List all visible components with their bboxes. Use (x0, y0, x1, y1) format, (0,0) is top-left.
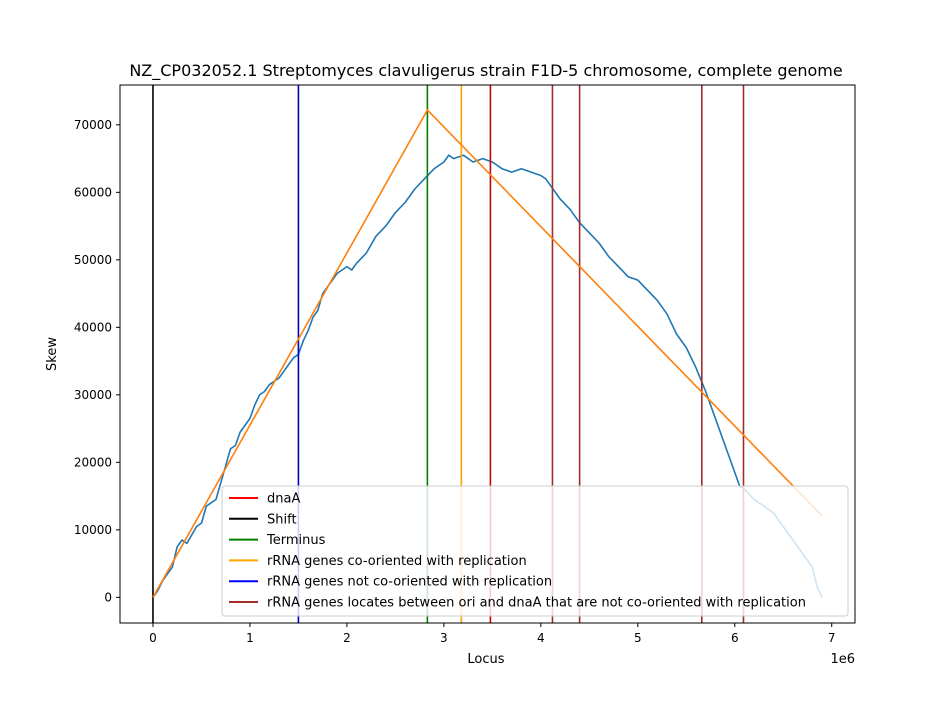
plot-frame (119, 84, 856, 624)
y-tick-label: 60000 (74, 185, 112, 199)
x-tick-label: 7 (828, 631, 836, 645)
x-tick-label: 1 (246, 631, 254, 645)
legend-label: Terminus (266, 533, 326, 548)
y-tick-label: 30000 (74, 388, 112, 402)
x-tick-label: 4 (537, 631, 545, 645)
legend-label: dnaA (267, 492, 300, 507)
x-axis-label: Locus (467, 652, 504, 667)
y-axis-label: Skew (45, 337, 60, 371)
x-tick-label: 2 (343, 631, 351, 645)
chart-title: NZ_CP032052.1 Streptomyces clavuligerus … (129, 61, 842, 81)
legend-label: rRNA genes not co-oriented with replicat… (267, 575, 552, 590)
x-axis-offset-label: 1e6 (830, 652, 855, 667)
y-tick-label: 40000 (74, 320, 112, 334)
x-tick-label: 3 (440, 631, 448, 645)
legend-label: Shift (267, 512, 297, 527)
x-tick-label: 6 (731, 631, 739, 645)
legend-box (221, 485, 849, 617)
y-tick-label: 0 (104, 590, 112, 604)
legend: dnaA Shift Terminus rRNA genes co-oriented … (221, 485, 849, 617)
skew-series-line (152, 154, 823, 598)
y-tick-label: 10000 (74, 523, 112, 537)
trend-series-line (152, 108, 823, 598)
x-tick-label: 0 (149, 631, 157, 645)
y-tick-label: 20000 (74, 455, 112, 469)
x-tick-label: 5 (634, 631, 642, 645)
legend-label: rRNA genes locates between ori and dnaA … (267, 596, 806, 611)
y-tick-label: 70000 (74, 118, 112, 132)
y-axis: 0 10000 20000 30000 40000 50000 60000 70000 (74, 118, 120, 604)
y-tick-label: 50000 (74, 253, 112, 267)
legend-label: rRNA genes co-oriented with replication (267, 554, 527, 569)
x-axis: 0 1 2 3 4 5 6 7 (149, 623, 836, 645)
